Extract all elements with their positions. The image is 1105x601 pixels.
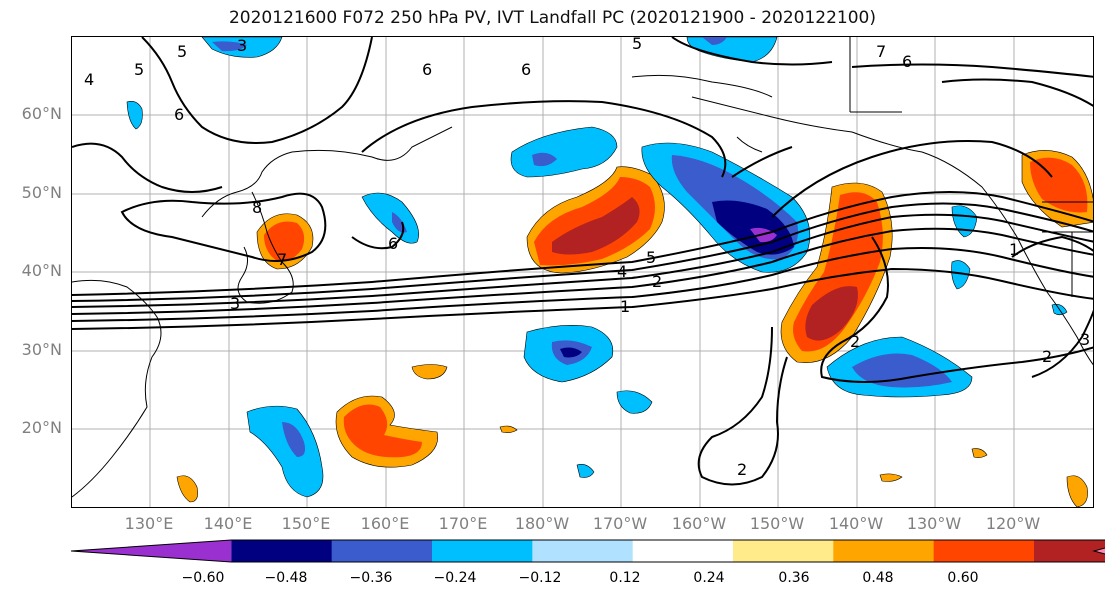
colorbar-cell bbox=[1034, 540, 1105, 562]
contour-label: 7 bbox=[277, 250, 287, 269]
colorbar-cell bbox=[432, 540, 533, 562]
contour-label: 4 bbox=[617, 262, 627, 281]
contour-label: 3 bbox=[230, 294, 240, 313]
colorbar-tick: 0.60 bbox=[947, 570, 979, 586]
contour-label: 1 bbox=[1009, 240, 1019, 259]
negative-anomaly-southwest bbox=[246, 405, 324, 498]
contour-label: 3 bbox=[1080, 330, 1090, 349]
lat-label-40n: 40°N bbox=[21, 261, 62, 280]
boundaries bbox=[849, 37, 1093, 297]
map-title: 2020121600 F072 250 hPa PV, IVT Landfall… bbox=[228, 8, 876, 28]
contour-label: 6 bbox=[174, 105, 184, 124]
colorbar-tick: −0.12 bbox=[518, 570, 562, 586]
colorbar-outline bbox=[70, 539, 1105, 563]
colorbar-tick: 0.48 bbox=[862, 570, 894, 586]
colorbar-cell bbox=[833, 540, 935, 562]
lon-label-120w: 120°W bbox=[985, 514, 1041, 533]
contour-labels: 1 2 4 5 6 6 6 6 6 5 5 5 4 3 7 7 8 2 2 3 … bbox=[84, 37, 1090, 479]
contour-label: 5 bbox=[632, 37, 642, 53]
colorbar-cell bbox=[1094, 547, 1105, 555]
lon-label-160e: 160°E bbox=[360, 514, 410, 533]
contour-label: 2 bbox=[1042, 347, 1052, 366]
lon-label-180w: 180°W bbox=[514, 514, 570, 533]
lon-label-140w: 140°W bbox=[828, 514, 884, 533]
lon-label-150w: 150°W bbox=[749, 514, 805, 533]
colorbar-tick: −0.24 bbox=[433, 570, 477, 586]
contour-label: 5 bbox=[646, 248, 656, 267]
lon-label-170e: 170°E bbox=[438, 514, 488, 533]
colorbar bbox=[70, 539, 1105, 563]
map-panel: 1 2 4 5 6 6 6 6 6 5 5 5 4 3 7 7 8 2 2 3 … bbox=[71, 36, 1094, 508]
lat-label-60n: 60°N bbox=[21, 104, 62, 123]
map-canvas: 1 2 4 5 6 6 6 6 6 5 5 5 4 3 7 7 8 2 2 3 … bbox=[72, 37, 1093, 507]
colorbar-cell bbox=[933, 540, 1035, 562]
lat-label-30n: 30°N bbox=[21, 340, 62, 359]
lon-label-140e: 140°E bbox=[203, 514, 253, 533]
lat-label-20n: 20°N bbox=[21, 418, 62, 437]
contour-label: 7 bbox=[876, 42, 886, 61]
colorbar-tick: 0.24 bbox=[693, 570, 725, 586]
contour-label: 2 bbox=[737, 460, 747, 479]
contour-label: 8 bbox=[252, 198, 262, 217]
contour-label: 6 bbox=[388, 234, 398, 253]
colorbar-cell bbox=[231, 540, 333, 562]
contour-label: 6 bbox=[902, 52, 912, 71]
lon-label-150e: 150°E bbox=[281, 514, 331, 533]
contour-label: 5 bbox=[177, 42, 187, 61]
lon-label-130w: 130°W bbox=[906, 514, 962, 533]
colorbar-cell bbox=[632, 540, 734, 562]
colorbar-cell bbox=[532, 540, 634, 562]
colorbar-cell bbox=[71, 540, 232, 562]
lat-label-50n: 50°N bbox=[21, 183, 62, 202]
contour-label: 6 bbox=[521, 60, 531, 79]
lon-label-160w: 160°W bbox=[671, 514, 727, 533]
shaded-anomalies bbox=[126, 37, 1093, 507]
pv-contours bbox=[72, 37, 1093, 486]
colorbar-tick: 0.12 bbox=[609, 570, 641, 586]
contour-label: 2 bbox=[652, 272, 662, 291]
contour-label: 4 bbox=[84, 70, 94, 89]
contour-label: 5 bbox=[134, 60, 144, 79]
colorbar-tick: −0.36 bbox=[349, 570, 393, 586]
colorbar-tick: −0.60 bbox=[181, 570, 225, 586]
lon-label-130e: 130°E bbox=[124, 514, 174, 533]
colorbar-tick: 0.36 bbox=[778, 570, 810, 586]
colorbar-cell bbox=[331, 540, 433, 562]
contour-label: 6 bbox=[422, 60, 432, 79]
contour-label: 3 bbox=[237, 37, 247, 55]
colorbar-tick: −0.48 bbox=[264, 570, 308, 586]
contour-label: 1 bbox=[620, 297, 630, 316]
contour-label: 2 bbox=[850, 332, 860, 351]
colorbar-cell bbox=[733, 540, 834, 562]
lon-label-170w: 170°W bbox=[592, 514, 648, 533]
coastlines bbox=[72, 74, 1093, 498]
